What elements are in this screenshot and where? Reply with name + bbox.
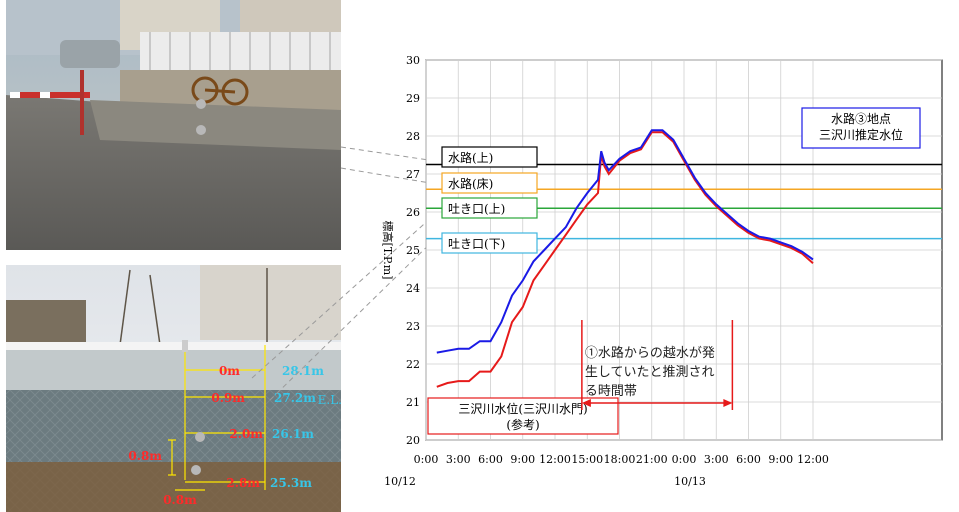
y-tick-label: 24 — [406, 282, 420, 295]
photo-riverbank-wall: 0m 28.1m 0.9m 27.2m 2.0m 26.1m 2.8m 25.3… — [6, 265, 342, 512]
x-tick-label: 9:00 — [768, 453, 793, 466]
legend-blue-text: 水路③地点 — [831, 111, 891, 126]
legend-red-text: (参考) — [506, 417, 539, 432]
series-line — [436, 131, 814, 388]
photo-street-drain — [6, 0, 341, 250]
x-tick-label: 6:00 — [736, 453, 761, 466]
dim-vertical-label: 0.8m — [128, 449, 162, 463]
legend-red-text: 三沢川水位(三沢川水門) — [458, 401, 587, 416]
x-tick-label: 6:00 — [478, 453, 503, 466]
x-tick-label: 12:00 — [797, 453, 829, 466]
reference-label-box — [441, 232, 538, 254]
y-tick-label: 26 — [406, 206, 420, 219]
elev-cyan-2: 26.1m — [272, 427, 314, 441]
legend-blue-text: 三沢川推定水位 — [819, 127, 903, 142]
y-tick-label: 30 — [406, 54, 420, 67]
el-label: E.L. — [318, 393, 342, 407]
y-tick-label: 23 — [406, 320, 420, 333]
annotation-text: る時間帯 — [585, 384, 637, 399]
annotation-arrow-right — [723, 399, 733, 407]
reference-label-box — [441, 146, 538, 168]
x-tick-label: 0:00 — [672, 453, 697, 466]
x-tick-label: 3:00 — [704, 453, 729, 466]
connector-lines — [251, 146, 443, 401]
elev-cyan-1: 27.2m — [274, 391, 316, 405]
reference-label-box — [441, 172, 538, 194]
axes: 20 21 22 23 24 25 26 27 28 29 30 0:00 3:00 6:00 9:00 12… — [384, 54, 829, 488]
date-label: 10/12 — [384, 475, 416, 488]
x-tick-label: 15:00 — [571, 453, 603, 466]
series — [436, 129, 814, 388]
x-tick-label: 9:00 — [510, 453, 535, 466]
x-tick-label: 18:00 — [604, 453, 636, 466]
y-tick-label: 20 — [406, 434, 420, 447]
y-tick-label: 27 — [406, 168, 420, 181]
reference-label-box — [441, 197, 538, 219]
reference-label: 水路(上) — [448, 150, 493, 165]
elev-cyan-3: 25.3m — [270, 476, 312, 490]
series-line — [436, 129, 814, 354]
legend-blue-box — [801, 107, 921, 149]
x-tick-label: 0:00 — [414, 453, 439, 466]
reference-label: 水路(床) — [448, 176, 493, 191]
elev-cyan-0: 28.1m — [282, 364, 324, 378]
x-tick-label: 3:00 — [446, 453, 471, 466]
elev-red-2: 2.0m — [229, 427, 263, 441]
annotation-text: 生していたと推測され — [585, 365, 715, 380]
y-tick-label: 25 — [406, 244, 420, 257]
elev-red-1: 0.9m — [211, 391, 245, 405]
x-tick-label: 12:00 — [539, 453, 571, 466]
annotation-text: ①水路からの越水が発 — [585, 345, 715, 361]
y-tick-label: 21 — [406, 396, 420, 409]
y-tick-label: 22 — [406, 358, 420, 371]
reference-lines: 水路(上) 水路(床) 吐き口(上) 吐き口(下) — [426, 146, 942, 254]
annotation-arrow-left — [581, 399, 591, 407]
dim-horizontal-label: 0.8m — [163, 493, 197, 507]
water-level-chart: 水路(上)水路(床)吐き口(上)吐き口(下) 20212223242526272… — [381, 54, 943, 488]
reference-label: 吐き口(下) — [448, 237, 505, 251]
reference-label: 吐き口(上) — [448, 202, 505, 216]
x-tick-label: 21:00 — [636, 453, 668, 466]
elev-red-3: 2.8m — [226, 476, 260, 490]
y-tick-label: 29 — [406, 92, 420, 105]
y-tick-label: 28 — [406, 130, 420, 143]
y-axis-label: 標高[T.P.m] — [381, 221, 395, 280]
elev-red-0: 0m — [219, 364, 240, 378]
date-label: 10/13 — [674, 475, 706, 488]
